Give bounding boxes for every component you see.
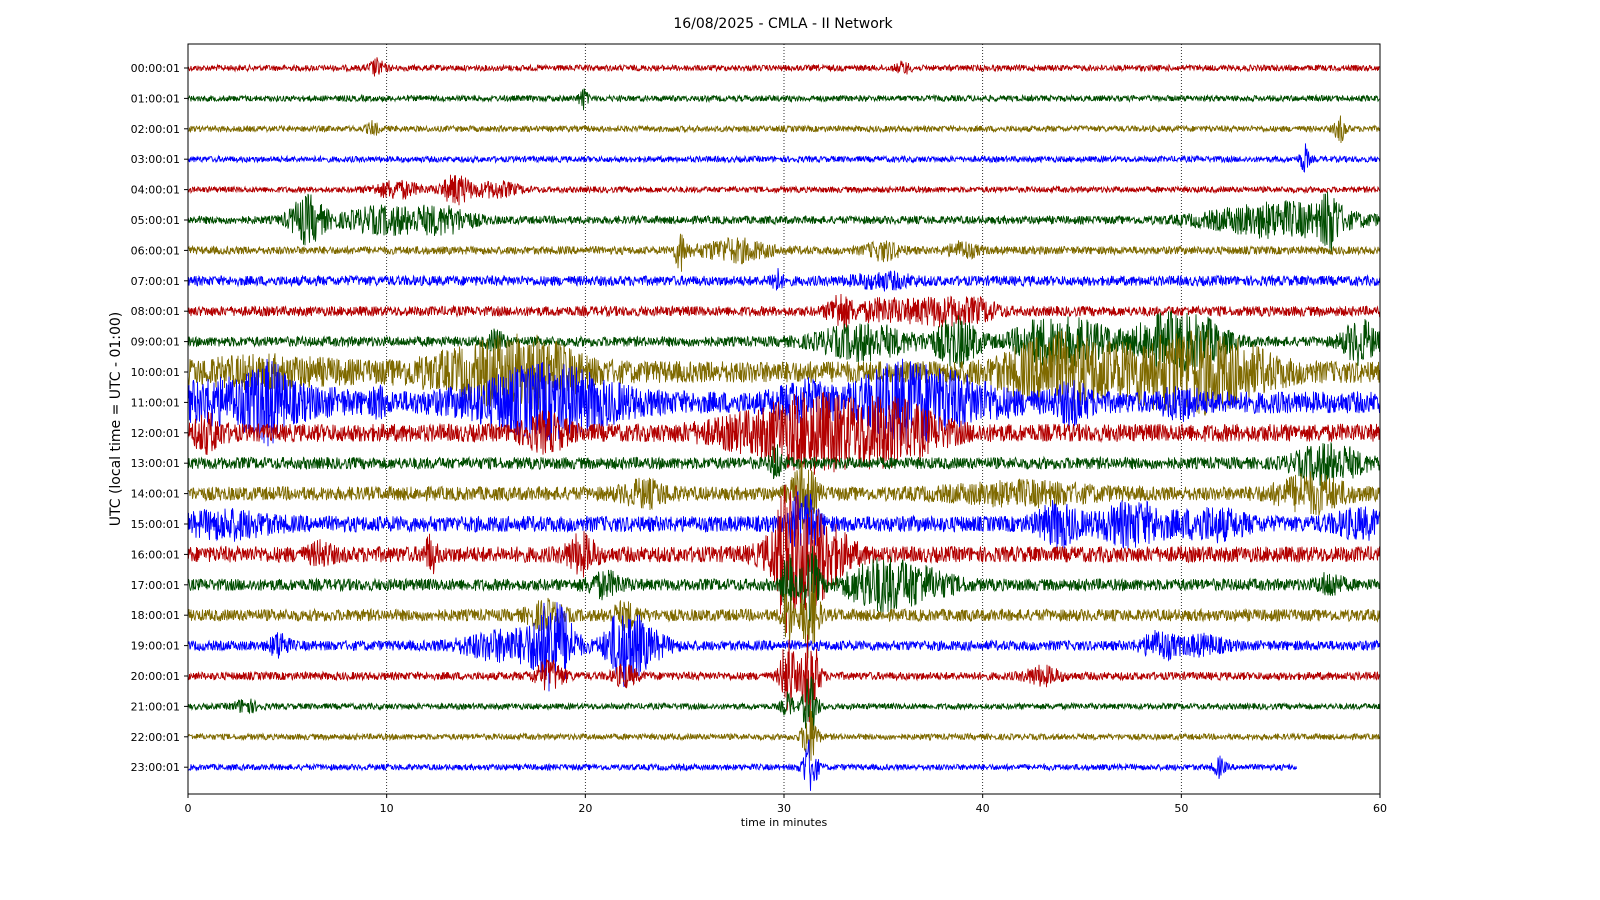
y-tick-label: 15:00:01 <box>131 518 180 531</box>
trace-line <box>187 174 1381 206</box>
y-tick-label: 11:00:01 <box>131 396 180 409</box>
y-tick-label: 00:00:01 <box>131 62 180 75</box>
y-axis-label: UTC (local time = UTC - 01:00) <box>108 312 124 527</box>
x-tick-label: 0 <box>185 802 192 815</box>
y-tick-label: 07:00:01 <box>131 275 180 288</box>
y-axis: 00:00:01 01:00:01 02:00:01 03:00:01 04:00:01… <box>131 62 188 774</box>
y-tick-label: 04:00:01 <box>131 184 180 197</box>
trace-line <box>187 675 1381 733</box>
trace-line <box>187 546 1381 629</box>
trace-line <box>187 573 1381 659</box>
chart-title: 16/08/2025 - CMLA - II Network <box>673 16 893 32</box>
trace-line <box>187 358 1381 447</box>
y-tick-label: 22:00:01 <box>131 731 180 744</box>
x-tick-label: 20 <box>578 802 592 815</box>
y-tick-label: 03:00:01 <box>131 153 180 166</box>
trace-line <box>187 602 1381 692</box>
y-tick-label: 19:00:01 <box>131 640 180 653</box>
x-tick-label: 30 <box>777 802 791 815</box>
trace-line <box>187 143 1381 173</box>
trace-line <box>187 391 1381 475</box>
y-tick-label: 14:00:01 <box>131 488 180 501</box>
trace-line <box>187 268 1381 292</box>
y-tick-label: 21:00:01 <box>131 700 180 713</box>
trace-line <box>187 57 1381 77</box>
x-grid <box>386 44 1182 794</box>
x-tick-label: 40 <box>976 802 990 815</box>
y-tick-label: 01:00:01 <box>131 92 180 105</box>
x-tick-label: 10 <box>380 802 394 815</box>
y-tick-label: 06:00:01 <box>131 244 180 257</box>
x-axis-label: time in minutes <box>741 816 828 829</box>
trace-line <box>187 739 1297 791</box>
y-tick-label: 02:00:01 <box>131 123 180 136</box>
x-tick-label: 50 <box>1174 802 1188 815</box>
y-tick-label: 05:00:01 <box>131 214 180 227</box>
trace-line <box>187 484 1381 634</box>
y-tick-label: 09:00:01 <box>131 336 180 349</box>
y-tick-label: 18:00:01 <box>131 609 180 622</box>
y-tick-label: 08:00:01 <box>131 305 180 318</box>
trace-line <box>187 88 1381 111</box>
trace-line <box>187 293 1381 331</box>
y-tick-label: 16:00:01 <box>131 548 180 561</box>
trace-line <box>187 233 1381 272</box>
trace-line <box>187 191 1381 255</box>
y-tick-label: 13:00:01 <box>131 457 180 470</box>
y-tick-label: 17:00:01 <box>131 579 180 592</box>
y-tick-label: 12:00:01 <box>131 427 180 440</box>
y-tick-label: 23:00:01 <box>131 761 180 774</box>
x-axis: 0 10 20 30 40 50 60 <box>185 794 1387 815</box>
trace-line <box>187 115 1381 144</box>
x-tick-label: 60 <box>1373 802 1387 815</box>
trace-line <box>187 708 1381 761</box>
trace-line <box>187 634 1381 723</box>
trace-line <box>187 329 1381 416</box>
traces <box>187 57 1381 791</box>
y-tick-label: 20:00:01 <box>131 670 180 683</box>
y-tick-label: 10:00:01 <box>131 366 180 379</box>
trace-line <box>187 442 1381 486</box>
